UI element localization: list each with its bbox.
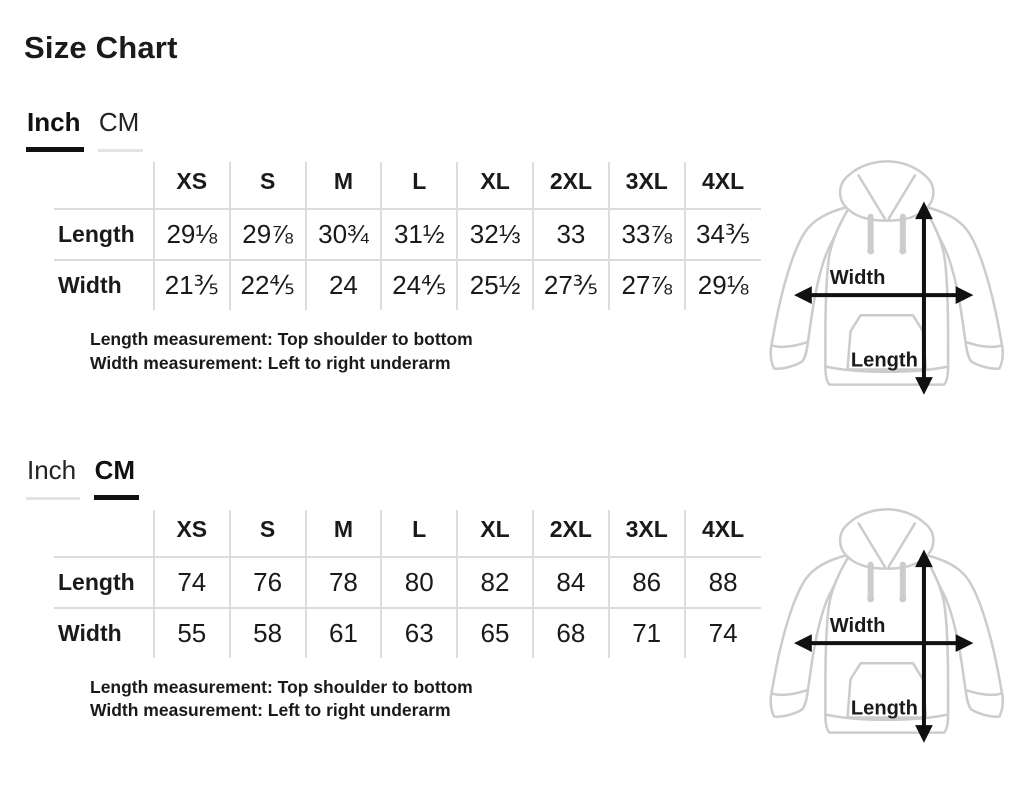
cell-value: 24 bbox=[304, 259, 382, 310]
arrow-left-icon bbox=[793, 286, 812, 304]
cell-value: 29⅛ bbox=[683, 259, 761, 310]
diagram-width-label: Width bbox=[829, 615, 885, 637]
corner-cell bbox=[54, 509, 154, 558]
header-row: XS S M L XL 2XL 3XL 4XL bbox=[54, 509, 761, 558]
cell-value: 74 bbox=[152, 556, 230, 609]
cell-value: 33⅞ bbox=[607, 208, 685, 261]
arrow-down-icon bbox=[914, 724, 933, 743]
row-label-width: Width bbox=[58, 271, 122, 298]
measurement-arrows bbox=[793, 549, 973, 743]
col-header-4xl: 4XL bbox=[683, 509, 761, 558]
cell-value: 24⅘ bbox=[380, 259, 458, 310]
page-title: Size Chart bbox=[24, 30, 178, 65]
note-length: Length measurement: Top shoulder to bott… bbox=[90, 676, 473, 697]
cell-value: 65 bbox=[456, 607, 533, 658]
cell-value: 30¾ bbox=[304, 208, 382, 261]
inch-table-wrap: XS S M L XL 2XL 3XL 4XL Length bbox=[54, 161, 761, 375]
cm-section: Inch CM XS S M L XL 2XL bbox=[24, 455, 1012, 748]
cell-value: 22⅘ bbox=[228, 259, 306, 310]
diagram-width-label: Width bbox=[829, 267, 885, 289]
cell-value: 27⅗ bbox=[532, 259, 609, 310]
col-header-3xl: 3XL bbox=[607, 509, 685, 558]
tab-cm[interactable]: CM bbox=[97, 107, 144, 152]
col-header-m: M bbox=[304, 509, 382, 558]
hoodie-diagram: Width Length bbox=[768, 507, 1004, 743]
note-length: Length measurement: Top shoulder to bott… bbox=[90, 328, 473, 349]
cell-value: 21⅗ bbox=[152, 259, 230, 310]
hoodie-diagram: Width Length bbox=[768, 159, 1004, 395]
tab-inch[interactable]: Inch bbox=[26, 107, 85, 152]
diagram-length-label: Length bbox=[850, 349, 917, 371]
unit-tabs: Inch CM bbox=[26, 107, 1012, 152]
cell-value: 34⅗ bbox=[683, 208, 761, 261]
table-row-width: Width 55 58 61 63 65 68 71 74 bbox=[54, 607, 761, 658]
table-row-length: Length 74 76 78 80 82 84 86 88 bbox=[54, 556, 761, 609]
col-header-s: S bbox=[228, 509, 306, 558]
cell-value: 86 bbox=[607, 556, 685, 609]
cell-value: 55 bbox=[152, 607, 230, 658]
note-width: Width measurement: Left to right underar… bbox=[90, 700, 451, 721]
col-header-3xl: 3XL bbox=[607, 161, 685, 210]
cell-value: 71 bbox=[607, 607, 685, 658]
cell-value: 27⅞ bbox=[607, 259, 685, 310]
cell-value: 68 bbox=[531, 607, 609, 658]
col-header-l: L bbox=[380, 161, 458, 210]
col-header-4xl: 4XL bbox=[683, 161, 761, 210]
arrow-up-icon bbox=[914, 549, 933, 567]
col-header-2xl: 2XL bbox=[532, 161, 609, 210]
col-header-xl: XL bbox=[456, 509, 533, 558]
diagram-length-label: Length bbox=[850, 697, 917, 719]
header-row: XS S M L XL 2XL 3XL 4XL bbox=[54, 161, 761, 210]
col-header-xs: XS bbox=[152, 509, 230, 558]
cell-value: 33 bbox=[532, 208, 609, 261]
cell-value: 32⅓ bbox=[456, 208, 533, 261]
col-header-xl: XL bbox=[456, 161, 533, 210]
cell-value: 61 bbox=[304, 607, 382, 658]
table-row-length: Length 29⅛ 29⅞ 30¾ 31½ 32⅓ 33 33⅞ 34⅗ bbox=[54, 208, 761, 261]
cell-value: 25½ bbox=[456, 259, 533, 310]
cell-value: 76 bbox=[228, 556, 306, 609]
arrow-right-icon bbox=[955, 634, 973, 652]
cm-table-wrap: XS S M L XL 2XL 3XL 4XL Length bbox=[54, 509, 761, 723]
cell-value: 31½ bbox=[380, 208, 458, 261]
arrow-right-icon bbox=[955, 286, 973, 304]
cell-value: 88 bbox=[683, 556, 761, 609]
corner-cell bbox=[54, 161, 154, 210]
size-chart-page: Size Chart Inch CM XS S M L X bbox=[24, 30, 1012, 748]
cell-value: 63 bbox=[380, 607, 458, 658]
cell-value: 80 bbox=[380, 556, 458, 609]
col-header-l: L bbox=[380, 509, 458, 558]
note-width: Width measurement: Left to right underar… bbox=[90, 352, 451, 373]
arrow-up-icon bbox=[914, 201, 933, 220]
arrow-down-icon bbox=[914, 376, 933, 395]
cell-value: 29⅞ bbox=[228, 208, 306, 261]
unit-tabs: Inch CM bbox=[26, 455, 1012, 500]
col-header-s: S bbox=[228, 161, 306, 210]
tab-cm[interactable]: CM bbox=[93, 455, 140, 500]
col-header-m: M bbox=[304, 161, 382, 210]
col-header-xs: XS bbox=[152, 161, 230, 210]
size-table-cm: XS S M L XL 2XL 3XL 4XL Length bbox=[54, 509, 761, 658]
cell-value: 29⅛ bbox=[152, 208, 230, 261]
cell-value: 82 bbox=[456, 556, 533, 609]
cell-value: 74 bbox=[683, 607, 761, 658]
size-table-inch: XS S M L XL 2XL 3XL 4XL Length bbox=[54, 161, 761, 310]
table-row-width: Width 21⅗ 22⅘ 24 24⅘ 25½ 27⅗ 27⅞ 29⅛ bbox=[54, 259, 761, 310]
measurement-notes: Length measurement: Top shoulder to bott… bbox=[90, 328, 761, 375]
col-header-2xl: 2XL bbox=[531, 509, 609, 558]
cell-value: 84 bbox=[531, 556, 609, 609]
tab-inch[interactable]: Inch bbox=[26, 455, 81, 500]
cell-value: 78 bbox=[304, 556, 382, 609]
measurement-notes: Length measurement: Top shoulder to bott… bbox=[90, 676, 761, 723]
measurement-arrows bbox=[793, 201, 973, 395]
arrow-left-icon bbox=[793, 634, 812, 652]
cell-value: 58 bbox=[228, 607, 306, 658]
row-label-width: Width bbox=[58, 619, 122, 646]
row-label-length: Length bbox=[54, 556, 154, 609]
inch-section: Inch CM XS S M L XL 2XL bbox=[24, 107, 1012, 400]
row-label-length: Length bbox=[54, 208, 154, 261]
